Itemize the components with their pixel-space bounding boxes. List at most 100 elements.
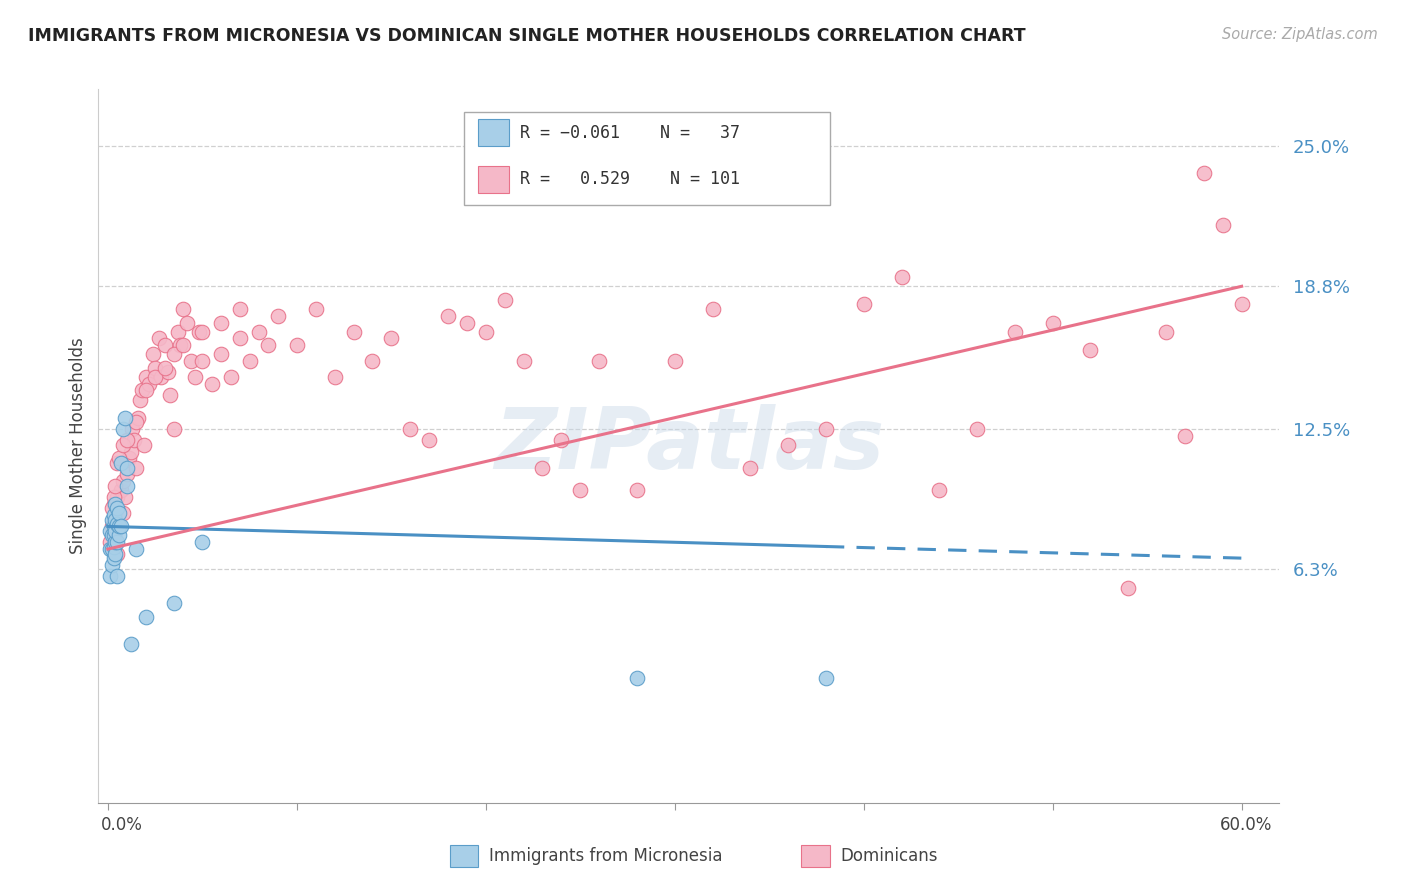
Point [184, 370, 207, 384]
Point [129, 392, 152, 407]
Point [209, 316, 232, 330]
Point [267, 309, 290, 323]
Point [201, 376, 224, 391]
Point [342, 325, 364, 339]
Point [1004, 325, 1026, 339]
Point [163, 347, 186, 361]
Point [229, 301, 252, 316]
Point [105, 490, 128, 504]
Point [100, 542, 122, 557]
Point [127, 410, 149, 425]
Point [512, 354, 534, 368]
Point [108, 451, 131, 466]
Point [103, 497, 125, 511]
Point [702, 301, 724, 316]
Text: ZIPatlas: ZIPatlas [494, 404, 884, 488]
Point [361, 354, 384, 368]
Point [814, 422, 837, 436]
Point [108, 528, 131, 542]
Point [172, 338, 194, 352]
Point [143, 360, 166, 375]
Point [169, 338, 191, 352]
Point [115, 478, 138, 492]
Point [100, 513, 122, 527]
Point [104, 535, 127, 549]
Point [153, 338, 176, 352]
Point [531, 460, 554, 475]
Point [114, 410, 136, 425]
Point [475, 325, 498, 339]
Point [115, 434, 138, 448]
Point [110, 456, 132, 470]
Point [108, 519, 131, 533]
Point [104, 497, 127, 511]
Point [399, 422, 422, 436]
Point [105, 456, 128, 470]
Point [550, 434, 572, 448]
Point [103, 508, 125, 522]
Point [125, 542, 148, 557]
Point [111, 474, 134, 488]
Point [285, 338, 308, 352]
Point [163, 422, 186, 436]
Point [219, 370, 242, 384]
Point [1174, 429, 1197, 443]
Point [239, 354, 262, 368]
Point [191, 325, 214, 339]
Text: 0.0%: 0.0% [101, 816, 143, 834]
Point [124, 434, 146, 448]
Point [588, 354, 610, 368]
Point [125, 415, 148, 429]
Point [100, 501, 122, 516]
Point [191, 354, 214, 368]
Point [1212, 218, 1234, 232]
Point [118, 451, 141, 466]
Point [229, 331, 252, 345]
Point [105, 501, 128, 516]
Point [104, 478, 127, 492]
Point [104, 513, 127, 527]
Text: R =   0.529    N = 101: R = 0.529 N = 101 [520, 170, 740, 188]
Point [1192, 166, 1215, 180]
Point [163, 597, 186, 611]
Point [100, 519, 122, 533]
Point [103, 490, 125, 504]
Point [103, 528, 125, 542]
Point [125, 460, 148, 475]
Point [104, 547, 127, 561]
Point [257, 338, 280, 352]
Point [157, 365, 180, 379]
Point [928, 483, 950, 498]
Point [103, 519, 125, 533]
Point [569, 483, 592, 498]
Text: IMMIGRANTS FROM MICRONESIA VS DOMINICAN SINGLE MOTHER HOUSEHOLDS CORRELATION CHA: IMMIGRANTS FROM MICRONESIA VS DOMINICAN … [28, 27, 1026, 45]
Text: R = −0.061    N =   37: R = −0.061 N = 37 [520, 124, 740, 142]
Point [153, 360, 176, 375]
Point [149, 370, 172, 384]
Point [135, 370, 157, 384]
Point [418, 434, 440, 448]
Point [98, 569, 121, 583]
Point [100, 558, 122, 572]
Point [131, 384, 153, 398]
Point [105, 547, 128, 561]
Point [105, 517, 128, 532]
Point [1080, 343, 1102, 357]
Point [110, 519, 132, 533]
Point [98, 535, 121, 549]
Point [852, 297, 875, 311]
Point [180, 354, 202, 368]
Point [110, 483, 132, 498]
Point [1042, 316, 1064, 330]
Point [98, 524, 121, 538]
Point [114, 490, 136, 504]
Point [115, 467, 138, 482]
Point [456, 316, 478, 330]
Point [120, 637, 142, 651]
Point [778, 438, 800, 452]
Text: Immigrants from Micronesia: Immigrants from Micronesia [489, 847, 723, 865]
Point [626, 671, 648, 685]
Point [148, 331, 170, 345]
Point [138, 376, 160, 391]
Point [1230, 297, 1253, 311]
